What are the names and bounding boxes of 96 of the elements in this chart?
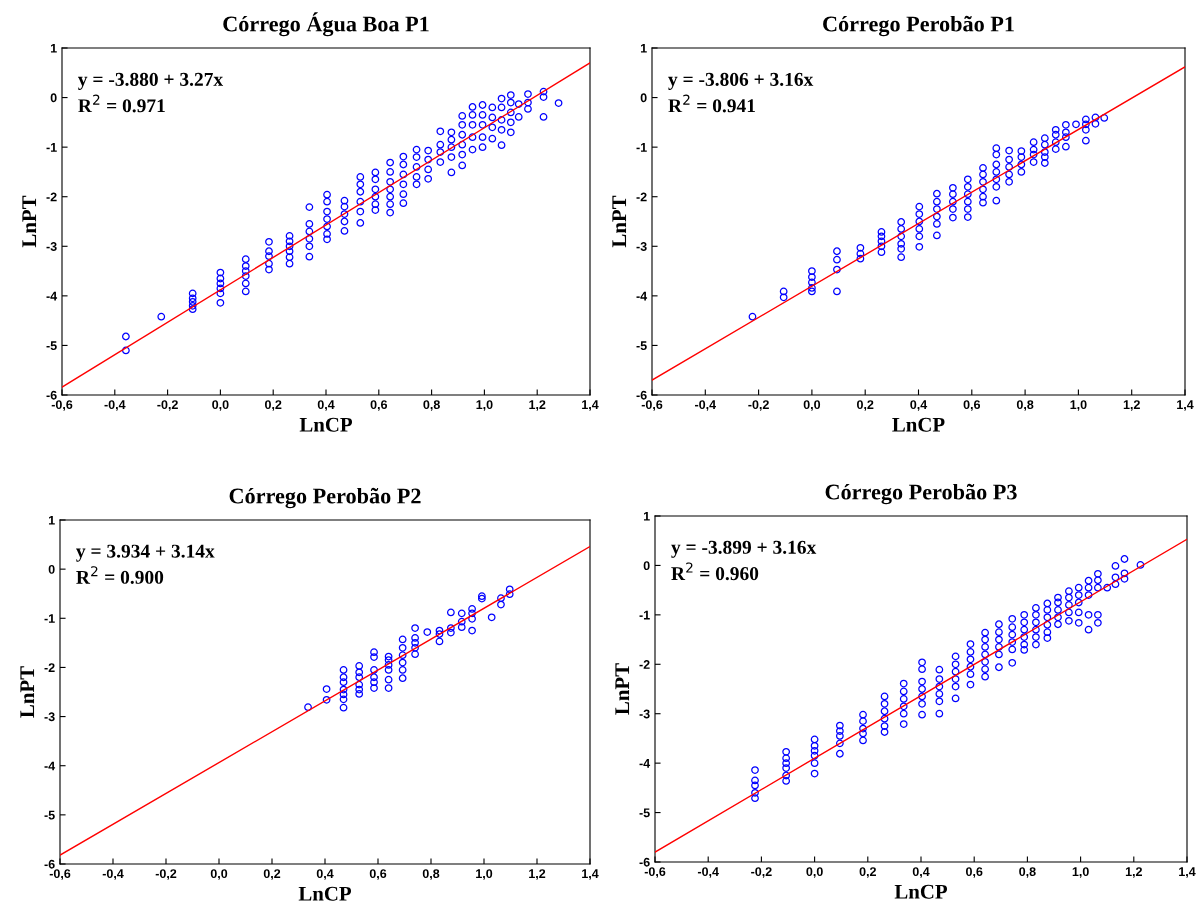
y-tick-label: -5 xyxy=(639,808,650,818)
x-tick-label: 1,2 xyxy=(1123,400,1140,411)
x-tick-label: 1,4 xyxy=(582,869,599,880)
y-tick-label: 0 xyxy=(643,561,650,571)
y-tick-label: -1 xyxy=(639,610,650,620)
y-tick-label: 1 xyxy=(640,43,647,53)
x-tick-label: 1,4 xyxy=(1179,867,1196,878)
y-tick-label: -6 xyxy=(639,857,650,867)
chart-title: Córrego Perobão P1 xyxy=(823,15,1014,37)
x-tick-label: 0,8 xyxy=(422,869,440,880)
y-tick-label: -3 xyxy=(46,242,57,251)
x-tick-label: 1,0 xyxy=(1072,867,1089,878)
x-tick-label: 0,2 xyxy=(265,400,282,411)
x-tick-label: 0,6 xyxy=(369,869,387,880)
y-tick-label: 0 xyxy=(640,93,647,103)
chart-title: Córrego Perobão P3 xyxy=(825,483,1017,505)
y-tick-label: 0 xyxy=(50,93,57,103)
x-tick-label: 0,0 xyxy=(806,867,823,878)
y-tick-label: -1 xyxy=(636,143,647,152)
x-tick-label: 0,8 xyxy=(1016,400,1034,411)
x-axis-title: LnCP xyxy=(298,886,352,901)
x-tick-label: 0,8 xyxy=(1019,867,1036,878)
y-tick-label: -5 xyxy=(46,341,57,351)
x-tick-label: 0,6 xyxy=(370,400,388,411)
x-tick-label: -0,4 xyxy=(697,867,719,878)
y-tick-label: 1 xyxy=(48,515,55,525)
y-axis-title: LnPT xyxy=(20,666,35,718)
x-tick-label: -0,6 xyxy=(51,400,73,411)
y-tick-label: -4 xyxy=(639,759,651,768)
y-tick-label: -6 xyxy=(46,390,57,400)
x-tick-label: -0,6 xyxy=(644,867,666,878)
x-tick-label: 0,4 xyxy=(317,400,335,411)
x-tick-label: -0,2 xyxy=(751,867,772,878)
annotation: y = -3.806 + 3.16x xyxy=(668,72,814,90)
x-tick-label: 0,4 xyxy=(912,867,930,878)
y-tick-label: 1 xyxy=(643,511,650,521)
x-tick-label: 1,0 xyxy=(476,400,493,411)
y-axis-title: LnPT xyxy=(22,195,37,248)
annotation: R$^{2}$ = 0.941 xyxy=(668,94,755,113)
y-tick-label: -5 xyxy=(636,341,647,351)
x-axis-title: LnCP xyxy=(299,417,353,432)
x-tick-label: -0,2 xyxy=(157,400,178,411)
x-tick-label: -0,2 xyxy=(155,869,177,880)
annotation: R$^{2}$ = 0.900 xyxy=(76,566,164,584)
annotation: R$^{2}$ = 0.960 xyxy=(671,562,759,581)
x-tick-label: 1,2 xyxy=(1125,867,1142,878)
y-axis-title: LnPT xyxy=(612,195,627,248)
x-tick-label: 0,4 xyxy=(910,400,928,411)
y-tick-label: -2 xyxy=(639,660,650,669)
y-tick-label: -1 xyxy=(46,143,57,152)
x-tick-label: 0,6 xyxy=(963,400,981,411)
y-tick-label: -5 xyxy=(44,810,55,820)
annotation: y = -3.880 + 3.27x xyxy=(78,72,224,90)
x-tick-label: 0,4 xyxy=(316,869,334,880)
y-tick-label: -3 xyxy=(636,242,647,251)
y-tick-label: 0 xyxy=(48,564,55,574)
y-tick-label: 1 xyxy=(50,43,57,53)
x-tick-label: 0,8 xyxy=(423,400,440,411)
x-tick-label: 0,2 xyxy=(263,869,281,880)
y-tick-label: -4 xyxy=(636,291,648,301)
y-tick-label: -1 xyxy=(44,614,55,623)
chart-title: Córrego Perobão P2 xyxy=(229,487,421,509)
x-tick-label: -0,6 xyxy=(49,869,71,880)
x-tick-label: 1,4 xyxy=(1177,400,1194,411)
x-tick-label: -0,6 xyxy=(641,400,663,411)
x-tick-label: 0,0 xyxy=(803,400,821,411)
annotation: R$^{2}$ = 0.971 xyxy=(78,94,165,113)
y-tick-label: -6 xyxy=(44,859,55,869)
x-tick-label: 1,2 xyxy=(529,400,546,411)
x-tick-label: 1,4 xyxy=(582,400,599,411)
x-axis-title: LnCP xyxy=(894,884,948,899)
x-tick-label: 1,2 xyxy=(529,869,546,880)
y-axis-title: LnPT xyxy=(615,663,630,715)
y-tick-label: -6 xyxy=(636,390,647,400)
x-tick-label: -0,4 xyxy=(102,869,124,880)
annotation: y = -3.899 + 3.16x xyxy=(671,540,817,558)
y-tick-label: -2 xyxy=(44,663,55,672)
x-tick-label: 1,0 xyxy=(1070,400,1087,411)
x-tick-label: 0,0 xyxy=(210,869,228,880)
x-tick-label: -0,4 xyxy=(104,400,126,411)
y-tick-label: -3 xyxy=(44,712,55,722)
x-tick-label: 0,0 xyxy=(212,400,229,411)
x-tick-label: -0,2 xyxy=(748,400,769,411)
y-tick-label: -4 xyxy=(44,761,56,771)
x-tick-label: 1,0 xyxy=(476,869,493,880)
x-tick-label: 0,2 xyxy=(857,400,874,411)
y-tick-label: -3 xyxy=(639,709,650,719)
x-axis-title: LnCP xyxy=(892,417,945,432)
annotation: y = 3.934 + 3.14x xyxy=(76,544,215,562)
y-tick-label: -4 xyxy=(46,291,58,301)
y-tick-label: -2 xyxy=(46,192,57,202)
y-tick-label: -2 xyxy=(636,192,647,202)
x-tick-label: 0,6 xyxy=(966,867,983,878)
chart-title: Córrego Água Boa P1 xyxy=(223,12,429,37)
x-tick-label: 0,2 xyxy=(859,867,876,878)
x-tick-label: -0,4 xyxy=(695,400,716,411)
